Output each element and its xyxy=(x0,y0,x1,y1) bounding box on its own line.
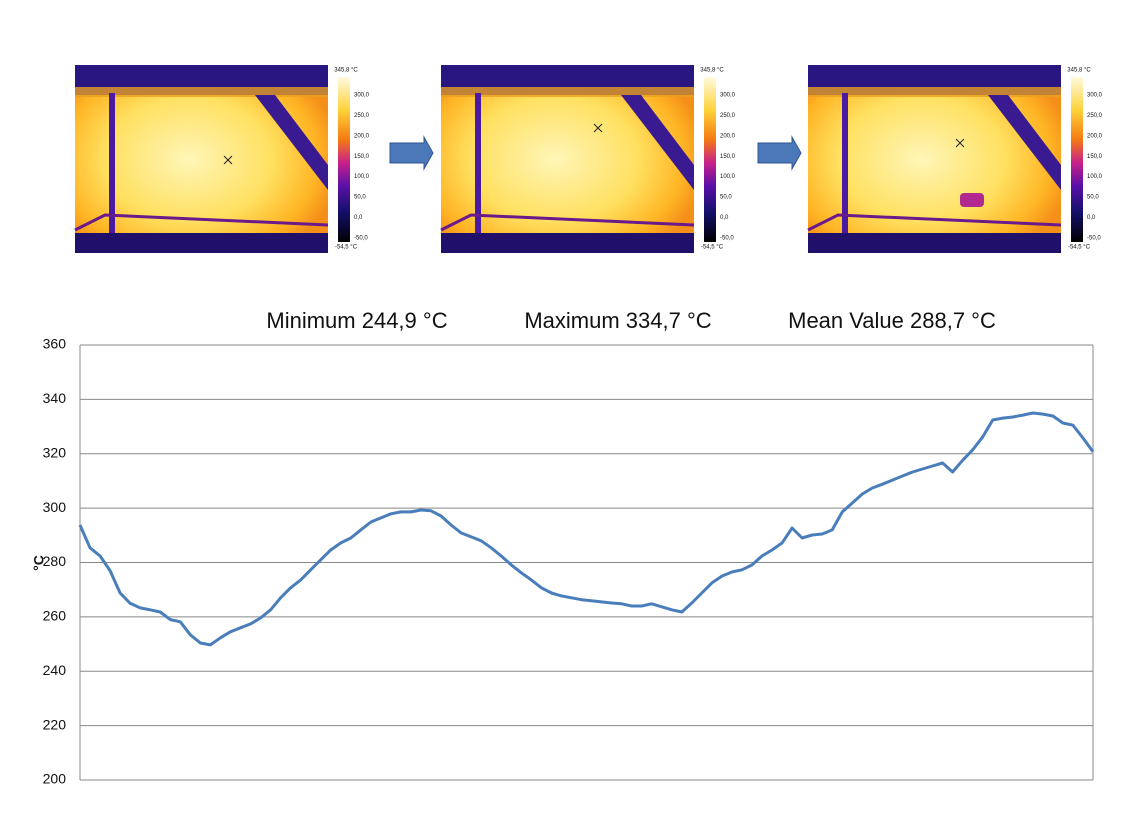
annotation: Minimum 244,9 °C xyxy=(266,308,447,333)
color-bar xyxy=(704,77,716,242)
scale-label: 250,0 xyxy=(1087,113,1103,119)
scale-min: -54,5 °C xyxy=(701,245,724,251)
cursor xyxy=(955,138,965,148)
data-line xyxy=(78,411,1095,647)
pole xyxy=(475,93,481,253)
beam xyxy=(988,95,1061,190)
floor xyxy=(75,233,328,253)
y-tick-label: 360 xyxy=(43,336,67,352)
railing xyxy=(74,213,329,232)
y-axis-label: °C xyxy=(31,555,47,571)
scale-label: 50,0 xyxy=(354,195,366,201)
scale-min: -54,5 °C xyxy=(1068,245,1091,251)
scale-label: 50,0 xyxy=(1087,195,1099,201)
floor xyxy=(808,233,1061,253)
scale-label: -50,0 xyxy=(354,235,368,241)
pole xyxy=(109,93,115,253)
scale-label: 0,0 xyxy=(354,215,363,221)
scale-label: 200,0 xyxy=(1087,133,1103,139)
pole xyxy=(842,93,848,253)
arrow xyxy=(757,135,802,171)
cursor xyxy=(223,155,233,165)
color-bar xyxy=(1071,77,1083,242)
annotation: Mean Value 288,7 °C xyxy=(788,308,996,333)
y-tick-label: 320 xyxy=(43,444,67,460)
y-tick-label: 240 xyxy=(43,662,67,678)
beam xyxy=(621,95,694,190)
cursor xyxy=(593,123,603,133)
y-tick-label: 200 xyxy=(43,771,67,787)
scale-max: 345,8 °C xyxy=(1067,68,1091,74)
y-tick-label: 220 xyxy=(43,716,67,732)
thermal-image: 345,8 °C -54,5 °C 300,0 250,0 200,0 150,0 100,… xyxy=(74,65,370,253)
railing xyxy=(440,213,695,232)
scale-label: 250,0 xyxy=(720,113,736,119)
y-tick-label: 280 xyxy=(43,553,67,569)
scale-label: 300,0 xyxy=(720,93,736,99)
scale-label: 150,0 xyxy=(720,154,736,160)
annotation: Maximum 334,7 °C xyxy=(524,308,711,333)
scale-label: 0,0 xyxy=(720,215,729,221)
scale-label: -50,0 xyxy=(720,235,734,241)
scale-max: 345,8 °C xyxy=(700,68,724,74)
scale-label: 100,0 xyxy=(1087,174,1103,180)
scale-label: 250,0 xyxy=(354,113,370,119)
scale-label: 0,0 xyxy=(1087,215,1096,221)
railing xyxy=(807,213,1062,232)
scale-label: 300,0 xyxy=(354,93,370,99)
scale-min: -54,5 °C xyxy=(335,245,358,251)
scale-label: 150,0 xyxy=(1087,154,1103,160)
y-tick-label: 340 xyxy=(43,390,67,406)
beam xyxy=(255,95,328,190)
thermal-image: 345,8 °C -54,5 °C 300,0 250,0 200,0 150,0 100,… xyxy=(807,65,1103,253)
scale-label: 150,0 xyxy=(354,154,370,160)
arrow xyxy=(389,135,434,171)
y-tick-label: 300 xyxy=(43,499,67,515)
scale-label: 50,0 xyxy=(720,195,732,201)
scale-label: -50,0 xyxy=(1087,235,1101,241)
warm-band xyxy=(75,87,328,97)
scale-label: 300,0 xyxy=(1087,93,1103,99)
hot-object xyxy=(960,193,984,207)
thermal-image: 345,8 °C -54,5 °C 300,0 250,0 200,0 150,0 100,… xyxy=(440,65,736,253)
scale-label: 100,0 xyxy=(720,174,736,180)
color-bar xyxy=(338,77,350,242)
y-tick-label: 260 xyxy=(43,608,67,624)
warm-band xyxy=(441,87,694,97)
floor xyxy=(441,233,694,253)
scale-max: 345,8 °C xyxy=(334,68,358,74)
scale-label: 100,0 xyxy=(354,174,370,180)
warm-band xyxy=(808,87,1061,97)
scale-label: 200,0 xyxy=(354,133,370,139)
scale-label: 200,0 xyxy=(720,133,736,139)
